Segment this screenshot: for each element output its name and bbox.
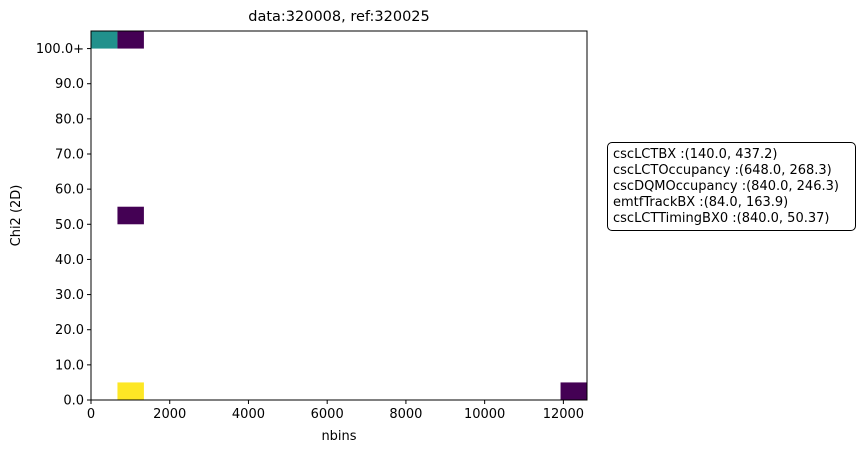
y-tick-label: 20.0 [55, 323, 84, 338]
heatmap-cell [117, 206, 144, 225]
heatmap-cell [91, 31, 118, 49]
x-tick-label: 10000 [464, 407, 505, 422]
y-tick-label: 30.0 [55, 288, 84, 303]
plot-frame [90, 30, 588, 401]
legend: cscLCTBX :(140.0, 437.2) cscLCTOccupancy… [607, 142, 856, 231]
y-tick-label: 10.0 [55, 358, 84, 373]
y-tick-label: 40.0 [55, 253, 84, 268]
y-tick-label: 60.0 [55, 183, 84, 198]
x-tick-label: 4000 [232, 407, 265, 422]
legend-entry: cscDQMOccupancy :(840.0, 246.3) [613, 179, 839, 194]
x-axis: 0 2000 4000 6000 8000 10000 12000 [87, 400, 584, 422]
heatmap-cell [117, 382, 144, 400]
y-tick-label: 100.0+ [36, 42, 84, 57]
y-axis-label: Chi2 (2D) [9, 185, 24, 247]
legend-entry: cscLCTBX :(140.0, 437.2) [613, 147, 778, 162]
legend-entry: cscLCTTimingBX0 :(840.0, 50.37) [613, 211, 830, 226]
y-tick-label: 50.0 [55, 218, 84, 233]
x-tick-label: 8000 [389, 407, 422, 422]
heatmap-cell [560, 382, 587, 400]
x-tick-label: 0 [87, 407, 95, 422]
legend-entry: cscLCTOccupancy :(648.0, 268.3) [613, 163, 832, 178]
y-tick-label: 0.0 [63, 394, 84, 409]
y-axis: 0.0 10.0 20.0 30.0 40.0 50.0 60.0 70.0 80.0 90.0 1… [36, 42, 91, 409]
x-axis-label: nbins [321, 429, 356, 444]
y-tick-label: 90.0 [55, 77, 84, 92]
x-tick-label: 6000 [311, 407, 344, 422]
x-tick-label: 12000 [543, 407, 584, 422]
heatmap-cells [91, 31, 587, 400]
legend-entry: emtfTrackBX :(84.0, 163.9) [613, 195, 789, 210]
chart-title: data:320008, ref:320025 [248, 9, 430, 25]
y-tick-label: 80.0 [55, 112, 84, 127]
y-tick-label: 70.0 [55, 148, 84, 163]
x-tick-label: 2000 [153, 407, 186, 422]
heatmap-cell [117, 31, 144, 49]
